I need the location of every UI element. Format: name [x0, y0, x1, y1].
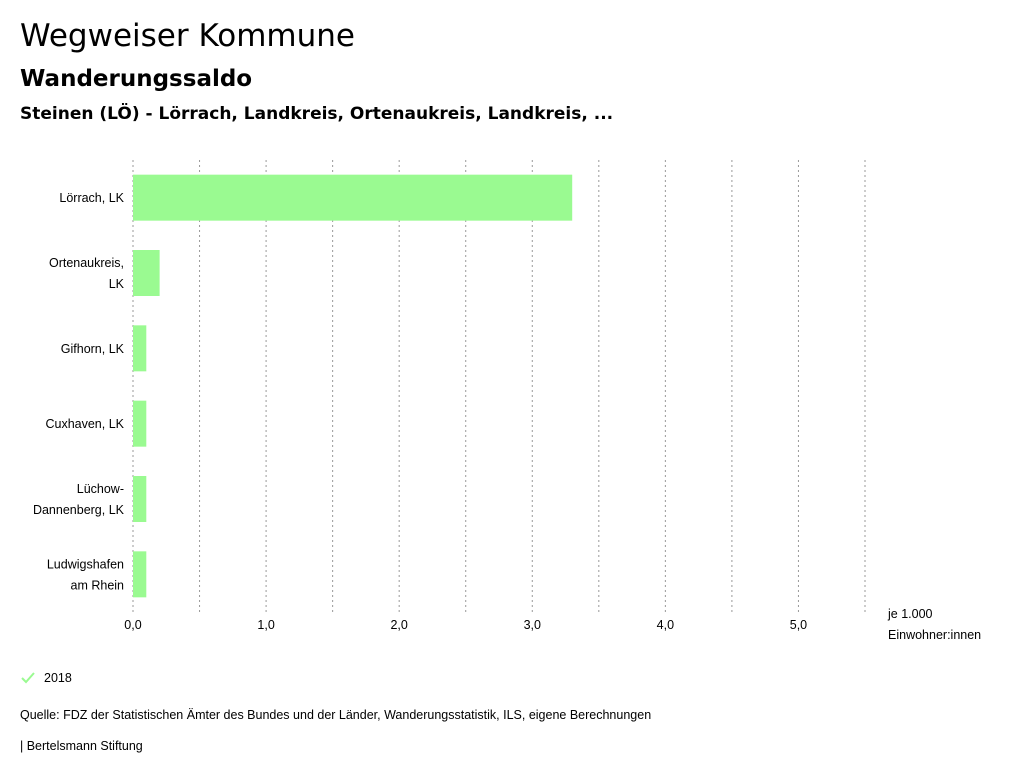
category-label-5-0: Ludwigshafen: [47, 557, 124, 571]
x-tick-label-1: 1,0: [257, 618, 274, 632]
x-tick-label-4: 4,0: [657, 618, 674, 632]
category-label-4-0: Lüchow-: [77, 482, 124, 496]
unit-label-0: je 1.000: [887, 607, 933, 621]
bar-4[interactable]: [133, 476, 147, 522]
bar-2[interactable]: [133, 325, 147, 372]
source-note: Quelle: FDZ der Statistischen Ämter des …: [20, 708, 652, 722]
category-label-0-0: Lörrach, LK: [59, 191, 124, 205]
category-label-layer: Lörrach, LK Ortenaukreis, LK Gifhorn, LK Cux…: [33, 191, 125, 592]
unit-label-layer: je 1.000 Einwohner:innen: [887, 607, 981, 642]
category-label-1-0: Ortenaukreis,: [49, 256, 124, 270]
bar-1[interactable]: [133, 250, 160, 296]
x-tick-label-3: 3,0: [524, 618, 541, 632]
bar-5[interactable]: [133, 551, 147, 598]
region-label: Steinen (LÖ) - Lörrach, Landkreis, Orten…: [20, 104, 614, 124]
category-label-5-1: am Rhein: [71, 578, 125, 592]
category-label-2-0: Gifhorn, LK: [61, 342, 125, 356]
grid-layer: [132, 160, 866, 612]
x-tick-label-2: 2,0: [390, 618, 407, 632]
category-label-1-1: LK: [109, 277, 125, 291]
chart-subtitle: Wanderungssaldo: [20, 66, 253, 92]
category-label-4-1: Dannenberg, LK: [33, 503, 125, 517]
x-tick-label-0: 0,0: [124, 618, 141, 632]
credit-note: | Bertelsmann Stiftung: [20, 739, 143, 753]
legend-label-2018: 2018: [44, 671, 72, 685]
x-tick-layer: 0,0 1,0 2,0 3,0 4,0 5,0: [124, 618, 807, 632]
bar-layer: [133, 174, 573, 598]
chart-title: Wegweiser Kommune: [20, 18, 355, 54]
bar-chart: Lörrach, LK Ortenaukreis, LK Gifhorn, LK Cux…: [33, 160, 981, 642]
legend[interactable]: 2018: [20, 668, 72, 688]
x-tick-label-5: 5,0: [790, 618, 807, 632]
bar-0[interactable]: [133, 174, 573, 221]
legend-check-icon[interactable]: [20, 668, 36, 688]
unit-label-1: Einwohner:innen: [888, 628, 981, 642]
bar-3[interactable]: [133, 400, 147, 447]
category-label-3-0: Cuxhaven, LK: [45, 417, 124, 431]
